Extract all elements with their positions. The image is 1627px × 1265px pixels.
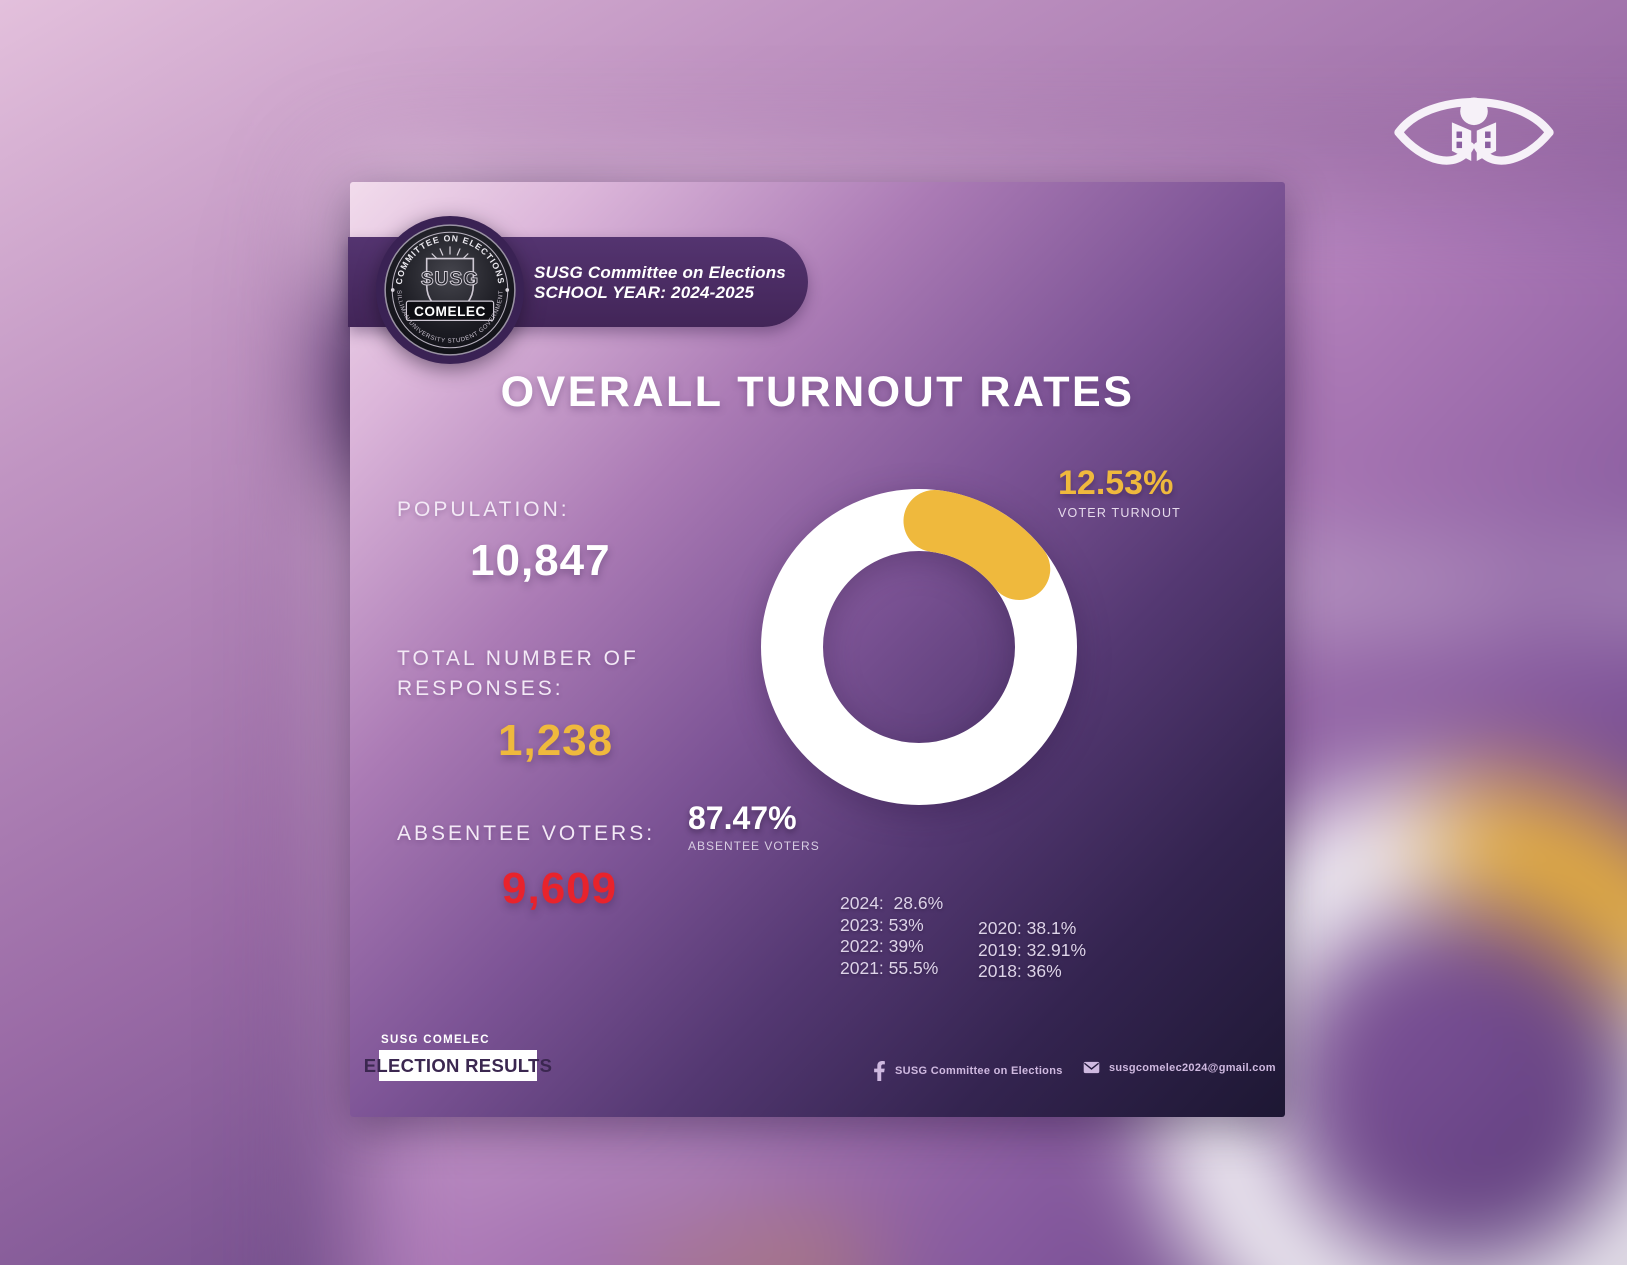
seal-dot-right <box>505 288 510 292</box>
absentee-value: 9,609 <box>502 864 618 913</box>
history-list-right: 2020: 38.1% 2019: 32.91% 2018: 36% <box>978 918 1086 983</box>
history-item: 2021: 55.5% <box>840 957 939 978</box>
absentee-caption: ABSENTEE VOTERS <box>688 839 820 853</box>
history-item: 2023: 53% <box>840 914 924 935</box>
school-year: SCHOOL YEAR: 2024-2025 <box>534 283 755 302</box>
seal-dot-left <box>390 288 395 292</box>
facebook-icon <box>874 1061 885 1081</box>
responses-value: 1,238 <box>498 716 614 765</box>
responses-label-line1: TOTAL NUMBER OF <box>397 647 639 670</box>
history-list-left: 2024: 28.6% 2023: 53% 2022: 39% 2021: 55… <box>840 893 943 979</box>
turnout-donut-chart <box>761 489 1077 805</box>
turnout-percentage: 12.53% <box>1058 464 1174 502</box>
population-value: 10,847 <box>470 536 611 585</box>
history-item: 2019: 32.91% <box>978 939 1087 960</box>
turnout-callout: 12.53% VOTER TURNOUT <box>1058 464 1181 520</box>
org-name: SUSG Committee on Elections <box>534 263 786 282</box>
header-banner-text: SUSG Committee on Elections SCHOOL YEAR:… <box>534 263 786 303</box>
absentee-label: ABSENTEE VOTERS: <box>397 822 656 845</box>
population-label: POPULATION: <box>397 498 570 521</box>
email-link: susgcomelec2024@gmail.com <box>1083 1061 1276 1074</box>
email-icon <box>1083 1061 1100 1074</box>
seal-rays <box>431 246 469 260</box>
facebook-link: SUSG Committee on Elections <box>873 1061 1063 1081</box>
history-item: 2018: 36% <box>978 961 1062 981</box>
absentee-percentage: 87.47% <box>688 800 797 836</box>
footer-kicker: SUSG COMELEC <box>381 1034 490 1046</box>
history-item: 2020: 38.1% <box>978 918 1077 938</box>
seal-face <box>384 224 516 356</box>
turnout-slice <box>761 489 1077 805</box>
history-item: 2022: 39% <box>840 936 924 956</box>
election-results-banner: ELECTION RESULTS <box>364 1050 552 1081</box>
turnout-caption: VOTER TURNOUT <box>1058 506 1182 520</box>
email-address: susgcomelec2024@gmail.com <box>1109 1061 1276 1074</box>
comelec-seal: SUSG COMELEC COMMITTEE ON ELECTIONS SILL… <box>376 216 524 364</box>
seal-banner <box>405 300 495 322</box>
infographic-card: SUSG Committee on Elections SCHOOL YEAR:… <box>348 182 1285 1117</box>
page-title: OVERALL TURNOUT RATES <box>500 368 1135 416</box>
responses-label-line2: RESPONSES: <box>397 677 564 700</box>
eye-logo <box>1394 97 1554 165</box>
seal-banner-text: COMELEC <box>414 304 486 319</box>
history-item: 2024: 28.6% <box>840 893 944 913</box>
facebook-handle: SUSG Committee on Elections <box>895 1065 1063 1077</box>
absentee-callout: 87.47% ABSENTEE VOTERS <box>688 800 820 853</box>
seal-shield-text: SUSG <box>421 269 480 290</box>
responses-label: TOTAL NUMBER OF RESPONSES: <box>397 644 639 704</box>
